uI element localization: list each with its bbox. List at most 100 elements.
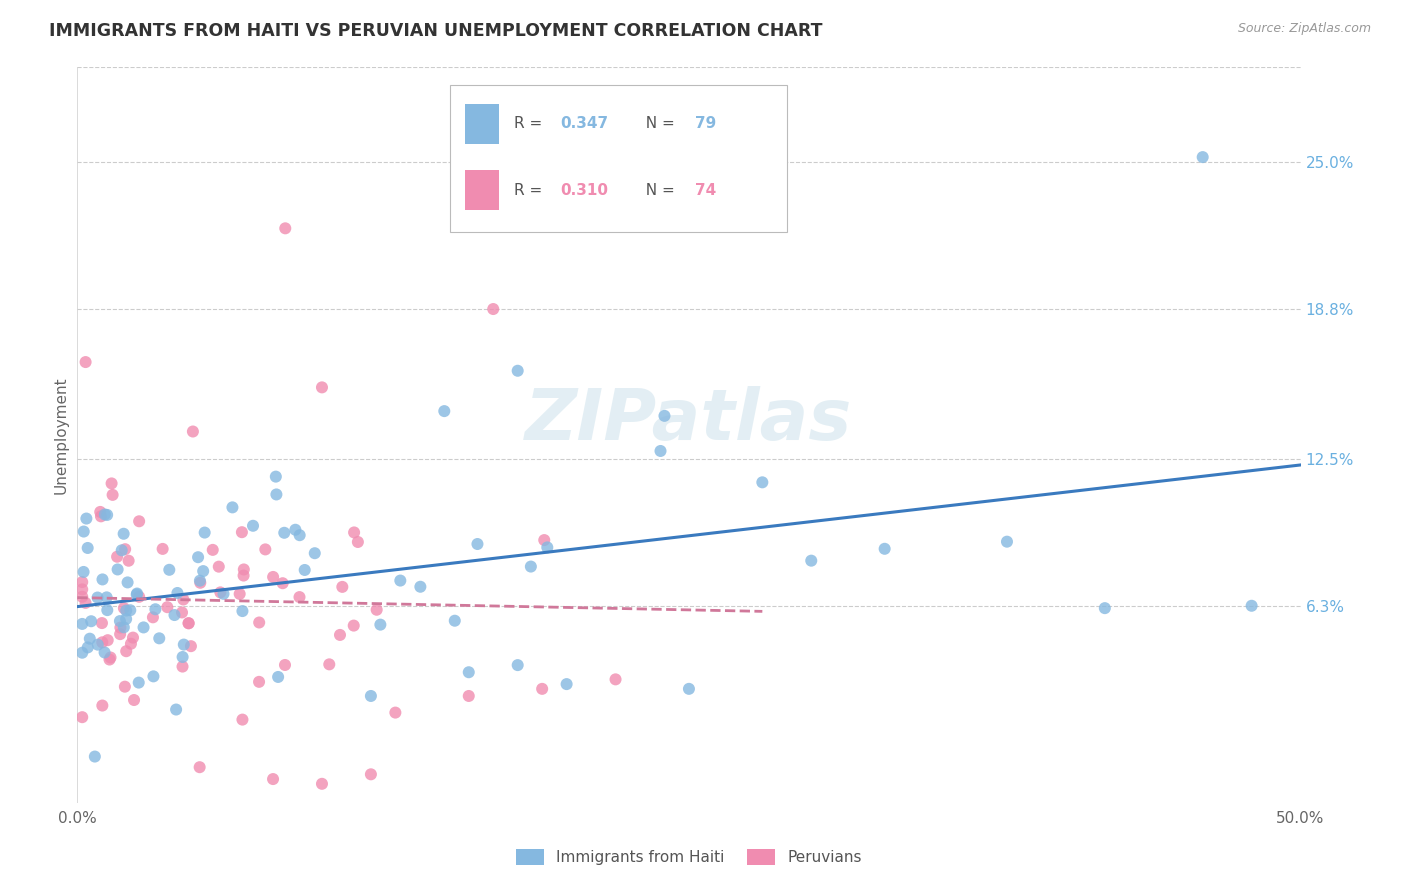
Point <box>165 702 187 716</box>
Point <box>132 620 155 634</box>
Point <box>70 582 93 597</box>
Text: 74: 74 <box>695 183 716 198</box>
Text: N =: N = <box>637 117 681 131</box>
Point <box>108 627 131 641</box>
Text: ZIPatlas: ZIPatlas <box>526 385 852 455</box>
Point <box>304 546 326 560</box>
Point <box>212 587 235 601</box>
Point <box>148 632 170 646</box>
Point <box>180 639 202 653</box>
Point <box>536 541 558 555</box>
Point <box>228 587 250 601</box>
Point <box>75 596 97 610</box>
Point <box>555 677 578 691</box>
Point <box>101 488 124 502</box>
Point <box>231 525 253 540</box>
Point <box>232 568 254 582</box>
Point <box>267 670 290 684</box>
Point <box>76 640 98 655</box>
Point <box>170 606 193 620</box>
Point <box>181 425 204 439</box>
Point <box>120 603 142 617</box>
Text: 0.347: 0.347 <box>561 117 609 131</box>
Point <box>360 767 382 781</box>
Point <box>70 616 93 631</box>
Point <box>288 528 311 542</box>
Point <box>112 601 135 615</box>
Text: N =: N = <box>637 183 681 198</box>
Point <box>329 628 352 642</box>
Point <box>75 511 97 525</box>
Point <box>91 616 114 631</box>
Point <box>96 603 118 617</box>
Point <box>330 580 353 594</box>
Point <box>96 508 118 522</box>
Point <box>87 638 110 652</box>
Point <box>751 475 773 490</box>
Point <box>91 573 114 587</box>
Point <box>100 476 122 491</box>
Point <box>254 542 277 557</box>
Point <box>173 638 195 652</box>
Point <box>115 603 138 617</box>
Point <box>156 600 179 615</box>
Point <box>242 518 264 533</box>
Point <box>112 620 135 634</box>
Point <box>274 657 297 672</box>
Point <box>73 524 96 539</box>
Point <box>112 526 135 541</box>
Point <box>389 574 412 588</box>
Point <box>93 645 115 659</box>
Point <box>208 559 231 574</box>
Text: 79: 79 <box>695 117 716 131</box>
Point <box>70 646 93 660</box>
Point <box>654 409 676 423</box>
Point <box>86 591 108 605</box>
Legend: Immigrants from Haiti, Peruvians: Immigrants from Haiti, Peruvians <box>516 849 862 865</box>
Point <box>111 543 134 558</box>
Point <box>271 576 294 591</box>
Point <box>221 500 243 515</box>
Point <box>172 659 194 673</box>
Point <box>343 525 366 540</box>
Point <box>117 575 139 590</box>
Point <box>650 444 672 458</box>
Point <box>506 364 529 378</box>
Point <box>506 658 529 673</box>
Point <box>125 586 148 600</box>
Point <box>107 562 129 576</box>
Point <box>343 618 366 632</box>
Point <box>288 590 311 604</box>
Point <box>1240 599 1263 613</box>
Point <box>72 565 94 579</box>
Point <box>262 772 284 786</box>
Point <box>247 674 270 689</box>
Point <box>114 542 136 557</box>
Point <box>187 550 209 565</box>
Point <box>232 562 254 576</box>
Point <box>605 673 627 687</box>
Point <box>433 404 456 418</box>
Point <box>120 637 142 651</box>
Point <box>873 541 896 556</box>
Text: Source: ZipAtlas.com: Source: ZipAtlas.com <box>1237 22 1371 36</box>
Point <box>531 681 554 696</box>
Point <box>79 632 101 646</box>
Point <box>188 760 211 774</box>
Point <box>177 616 200 631</box>
Point <box>90 509 112 524</box>
Point <box>247 615 270 630</box>
Point <box>142 669 165 683</box>
Point <box>83 749 105 764</box>
Point <box>125 588 148 602</box>
Point <box>193 564 215 578</box>
Text: R =: R = <box>515 117 547 131</box>
Point <box>110 621 132 635</box>
Point <box>384 706 406 720</box>
Point <box>145 602 167 616</box>
Text: IMMIGRANTS FROM HAITI VS PERUVIAN UNEMPLOYMENT CORRELATION CHART: IMMIGRANTS FROM HAITI VS PERUVIAN UNEMPL… <box>49 22 823 40</box>
Point <box>152 541 174 556</box>
Point <box>70 575 93 590</box>
Point <box>105 549 128 564</box>
Point <box>995 534 1018 549</box>
